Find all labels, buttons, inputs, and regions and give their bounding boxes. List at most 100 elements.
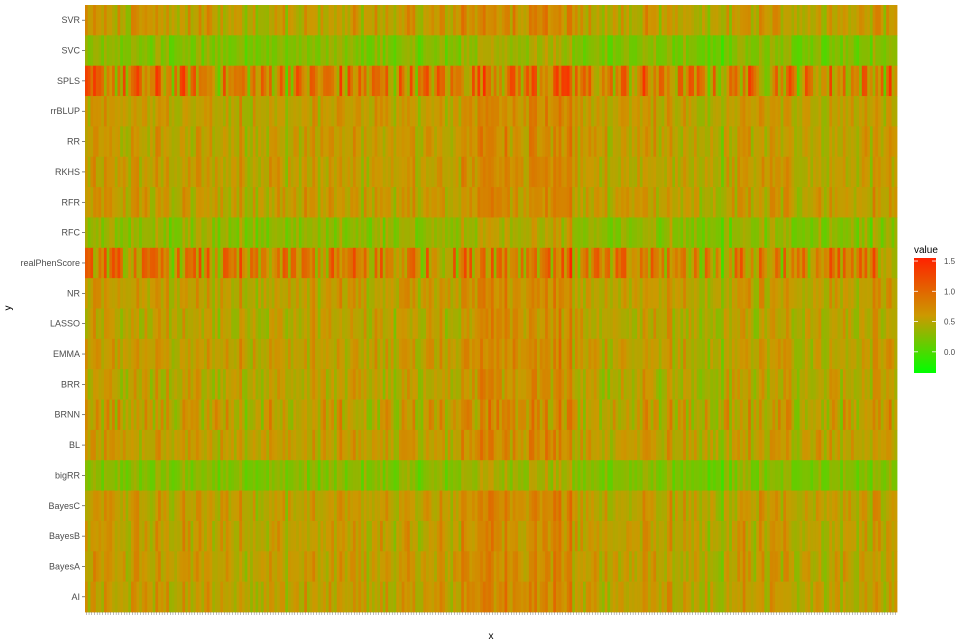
heatmap-cell [675,338,679,370]
heatmap-cell [271,5,275,36]
heatmap-cell [101,460,105,491]
heatmap-cell [702,156,706,188]
heatmap-cell [185,399,189,431]
heatmap-cell [106,247,110,279]
heatmap-cell [704,126,708,158]
heatmap-cell [131,217,135,249]
heatmap-cell [436,490,440,522]
heatmap-cell [339,217,343,249]
heatmap-cell [848,429,852,461]
heatmap-cell [461,5,465,36]
heatmap-cell [352,429,357,461]
heatmap-cell [204,187,208,218]
heatmap-cell [615,278,619,309]
heatmap-cell [390,308,394,340]
heatmap-cell [120,369,124,400]
heatmap-cell [761,35,765,67]
heatmap-cell [361,35,365,67]
heatmap-cell [558,217,562,249]
heatmap-cell [520,187,524,218]
heatmap-cell [878,308,882,340]
heatmap-cell [872,278,876,309]
heatmap-cell [293,96,297,127]
heatmap-cell [320,278,324,309]
heatmap-cell [520,429,524,461]
heatmap-cell [109,5,113,36]
heatmap-cell [480,490,484,522]
heatmap-cell [761,278,765,309]
heatmap-cell [260,399,265,431]
heatmap-cell [496,490,500,522]
heatmap-cell [861,35,865,67]
heatmap-cell [306,460,311,491]
heatmap-cell [290,308,294,340]
heatmap-cell [883,96,887,127]
heatmap-cell [103,247,108,279]
heatmap-cell [85,65,89,97]
heatmap-cell [591,338,595,370]
heatmap-cell [233,156,237,188]
heatmap-cell [615,247,619,279]
heatmap-cell [398,247,403,279]
heatmap-cell [504,126,508,158]
heatmap-cell [566,217,570,249]
heatmap-cell [409,96,413,127]
heatmap-cell [290,429,294,461]
heatmap-cell [850,308,855,340]
heatmap-cell [247,217,251,249]
heatmap-cell [361,65,365,97]
heatmap-cell [163,65,167,97]
heatmap-cell [125,96,129,127]
heatmap-cell [361,338,365,370]
heatmap-cell [209,278,213,309]
heatmap-cell [407,247,411,279]
heatmap-cell [247,369,251,400]
heatmap-cell [832,217,836,249]
heatmap-cell [788,126,792,158]
heatmap-cell [453,126,457,158]
heatmap-cell [672,126,676,158]
heatmap-cell [620,96,625,127]
heatmap-cell [623,65,627,97]
heatmap-cell [656,217,660,249]
heatmap-cell [783,65,787,97]
heatmap-cell [266,35,270,67]
heatmap-cell [718,278,722,309]
heatmap-cell [518,338,522,370]
heatmap-cell [883,126,887,158]
heatmap-cell [845,429,849,461]
heatmap-cell [572,217,576,249]
heatmap-cell [220,460,224,491]
heatmap-cell [588,5,592,36]
heatmap-cell [152,490,156,522]
heatmap-cell [485,156,489,188]
heatmap-cell [339,278,343,309]
heatmap-cell [103,399,108,431]
heatmap-cell [120,278,124,309]
heatmap-cell [699,278,703,309]
heatmap-cell [799,278,803,309]
heatmap-cell [642,217,646,249]
heatmap-cell [382,369,386,400]
heatmap-cell [799,156,803,188]
heatmap-cell [320,399,324,431]
heatmap-cell [177,369,181,400]
heatmap-cell [848,338,852,370]
heatmap-cell [195,35,200,67]
heatmap-cell [404,65,408,97]
heatmap-cell [158,369,162,400]
heatmap-cell [266,187,270,218]
heatmap-cell [542,460,546,491]
heatmap-cell [769,126,773,158]
heatmap-cell [177,490,181,522]
heatmap-cell [788,278,792,309]
heatmap-cell [477,96,481,127]
heatmap-cell [217,460,221,491]
heatmap-cell [358,35,362,67]
heatmap-cell [117,217,121,249]
heatmap-cell [312,369,316,400]
heatmap-cell [274,369,278,400]
heatmap-cell [823,369,828,400]
heatmap-cell [223,278,227,309]
heatmap-cell [255,35,259,67]
